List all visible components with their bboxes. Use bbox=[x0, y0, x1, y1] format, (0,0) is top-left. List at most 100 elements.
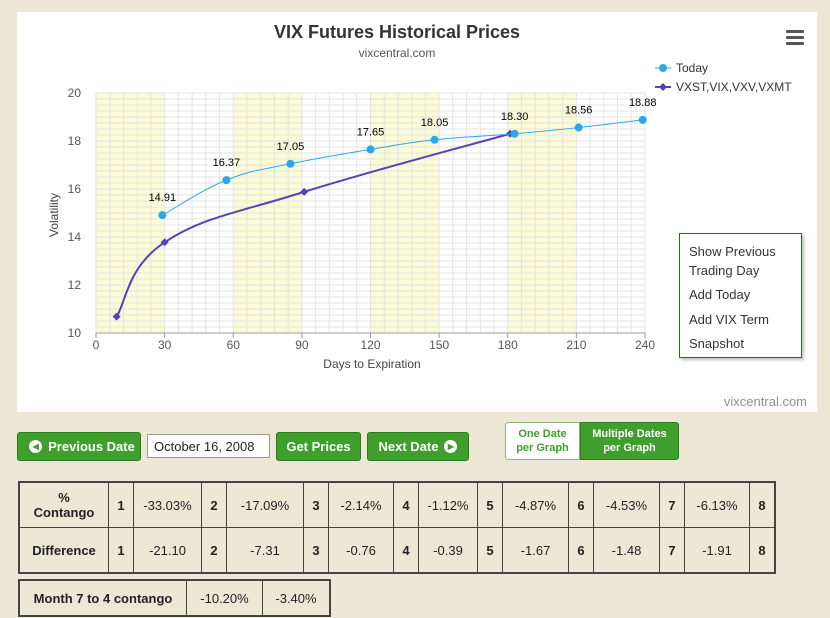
data-label: 18.30 bbox=[501, 111, 529, 123]
data-point-today bbox=[158, 211, 167, 220]
month-number: 1 bbox=[108, 481, 134, 528]
difference-value: -1.91 bbox=[684, 527, 750, 574]
previous-date-label: Previous Date bbox=[48, 439, 135, 454]
month-contango-value: -3.40% bbox=[262, 579, 331, 617]
next-date-button[interactable]: Next Date ▶ bbox=[367, 432, 469, 461]
data-label: 18.05 bbox=[421, 117, 449, 129]
data-label: 18.88 bbox=[629, 97, 657, 109]
row-header-difference: Difference bbox=[18, 527, 109, 574]
vix-futures-chart: 0 30 60 90 120 150 180 210 240 10 12 14 16 18 20 14.91… bbox=[47, 22, 792, 371]
table-row: Month 7 to 4 contango -10.20% -3.40% bbox=[18, 579, 331, 617]
x-tick-label: 30 bbox=[158, 338, 172, 352]
get-prices-button[interactable]: Get Prices bbox=[276, 432, 361, 461]
series-line-vxst-vix-vxv-vxmt bbox=[115, 132, 511, 318]
one-date-per-graph-toggle[interactable]: One Date per Graph bbox=[505, 422, 580, 460]
data-point-vxst bbox=[300, 187, 309, 196]
x-tick-label: 210 bbox=[566, 338, 586, 352]
data-point-vxst bbox=[160, 238, 169, 247]
x-tick-label: 0 bbox=[93, 338, 100, 352]
row-header-line: % bbox=[58, 490, 70, 505]
month-number: 2 bbox=[201, 527, 227, 574]
difference-value: -0.76 bbox=[328, 527, 394, 574]
data-point-today bbox=[222, 176, 231, 185]
month-number: 6 bbox=[568, 481, 594, 528]
x-tick-label: 120 bbox=[360, 338, 380, 352]
y-tick-label: 14 bbox=[68, 230, 82, 244]
menu-item-add-today[interactable]: Add Today bbox=[689, 287, 751, 302]
chart-title: VIX Futures Historical Prices bbox=[274, 22, 520, 42]
x-axis-title: Days to Expiration bbox=[323, 357, 420, 371]
contango-value: -2.14% bbox=[328, 481, 394, 528]
contango-value: -17.09% bbox=[226, 481, 304, 528]
contango-value: -4.53% bbox=[593, 481, 660, 528]
chart-subtitle: vixcentral.com bbox=[359, 46, 436, 60]
legend-marker bbox=[659, 83, 667, 91]
contango-value: -1.12% bbox=[418, 481, 478, 528]
toggle-label: One Date bbox=[518, 428, 567, 440]
menu-item-label: Trading Day bbox=[689, 263, 760, 278]
date-input[interactable] bbox=[147, 434, 270, 458]
data-point-today bbox=[430, 135, 439, 144]
data-point-vxst bbox=[112, 312, 121, 321]
month-number: 2 bbox=[201, 481, 227, 528]
menu-item-add-vix-term[interactable]: Add VIX Term bbox=[689, 312, 769, 327]
multiple-dates-per-graph-toggle[interactable]: Multiple Dates per Graph bbox=[580, 422, 679, 460]
row-header-month-7-to-4: Month 7 to 4 contango bbox=[18, 579, 187, 617]
month-number: 8 bbox=[749, 527, 776, 574]
data-label: 14.91 bbox=[149, 192, 177, 204]
data-point-today bbox=[286, 159, 295, 168]
difference-value: -7.31 bbox=[226, 527, 304, 574]
next-date-label: Next Date bbox=[378, 439, 439, 454]
contango-value: -33.03% bbox=[133, 481, 202, 528]
chevron-right-icon: ▶ bbox=[444, 440, 458, 453]
legend-marker bbox=[659, 64, 667, 72]
month-number: 6 bbox=[568, 527, 594, 574]
y-tick-label: 18 bbox=[68, 134, 82, 148]
month-number: 7 bbox=[659, 527, 685, 574]
y-tick-label: 16 bbox=[68, 182, 82, 196]
month-number: 7 bbox=[659, 481, 685, 528]
chevron-left-icon: ◀ bbox=[29, 440, 43, 453]
x-tick-label: 90 bbox=[295, 338, 309, 352]
difference-value: -1.48 bbox=[593, 527, 660, 574]
chart-credit: vixcentral.com bbox=[723, 394, 807, 409]
chart-card: 0 30 60 90 120 150 180 210 240 10 12 14 16 18 20 14.91… bbox=[17, 12, 817, 412]
previous-date-button[interactable]: ◀ Previous Date bbox=[17, 432, 141, 461]
difference-value: -0.39 bbox=[418, 527, 478, 574]
month-number: 4 bbox=[393, 527, 419, 574]
month-number: 4 bbox=[393, 481, 419, 528]
table-row-difference: Difference 1 -21.10 2 -7.31 3 -0.76 4 -0… bbox=[18, 527, 776, 574]
y-tick-label: 12 bbox=[68, 278, 82, 292]
x-tick-label: 150 bbox=[429, 338, 449, 352]
data-label: 17.05 bbox=[277, 141, 305, 153]
menu-item-show-previous-trading-day[interactable]: Show Previous Trading Day bbox=[680, 242, 801, 280]
y-tick-label: 10 bbox=[68, 326, 82, 340]
toggle-label: per Graph bbox=[516, 442, 569, 454]
month-number: 5 bbox=[477, 527, 503, 574]
row-header-contango: % Contango bbox=[18, 481, 109, 528]
chart-context-menu: Show Previous Trading Day Add Today Add … bbox=[679, 233, 802, 358]
contango-value: -4.87% bbox=[502, 481, 569, 528]
data-label: 16.37 bbox=[213, 157, 241, 169]
row-header-line: Contango bbox=[33, 505, 95, 520]
table-row-contango: % Contango 1 -33.03% 2 -17.09% 3 -2.14% … bbox=[18, 481, 776, 528]
y-axis-title: Volatility bbox=[47, 193, 61, 237]
data-point-today bbox=[638, 115, 647, 124]
chart-menu-icon[interactable] bbox=[786, 30, 804, 45]
month-number: 1 bbox=[108, 527, 134, 574]
month-number: 5 bbox=[477, 481, 503, 528]
x-tick-label: 60 bbox=[227, 338, 241, 352]
month-7-to-4-table: Month 7 to 4 contango -10.20% -3.40% bbox=[18, 579, 331, 617]
contango-table: % Contango 1 -33.03% 2 -17.09% 3 -2.14% … bbox=[18, 481, 776, 574]
data-point-today bbox=[574, 123, 583, 132]
data-point-today bbox=[366, 145, 375, 154]
menu-item-snapshot[interactable]: Snapshot bbox=[689, 336, 744, 351]
legend-label: VXST,VIX,VXV,VXMT bbox=[676, 80, 792, 94]
data-label: 17.65 bbox=[357, 126, 385, 138]
month-number: 3 bbox=[303, 481, 329, 528]
y-tick-label: 20 bbox=[68, 86, 82, 100]
data-point-today bbox=[510, 129, 519, 138]
toggle-label: Multiple Dates bbox=[592, 428, 667, 440]
month-number: 8 bbox=[749, 481, 776, 528]
month-contango-value: -10.20% bbox=[186, 579, 263, 617]
